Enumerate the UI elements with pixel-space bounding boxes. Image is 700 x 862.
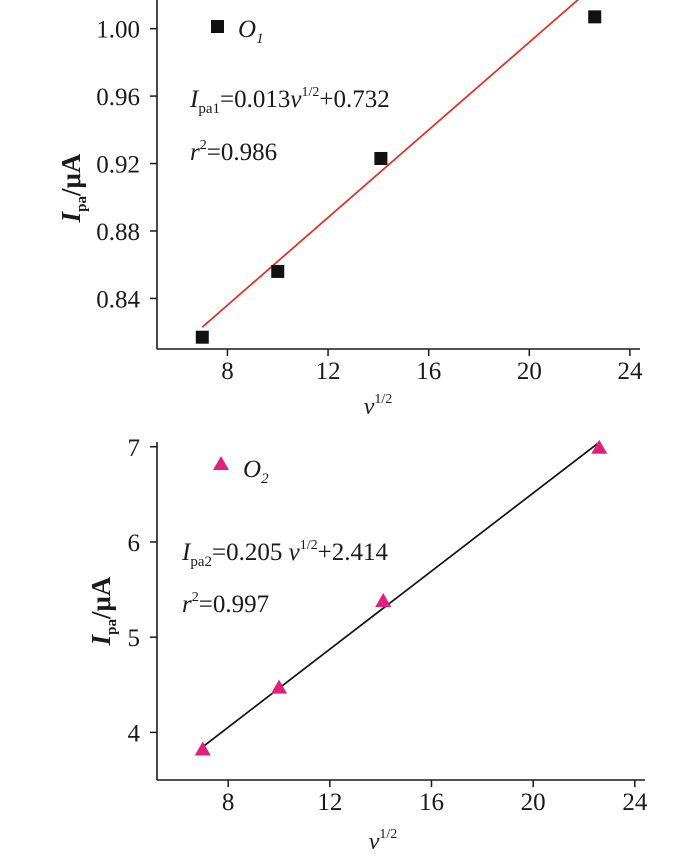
chart-1-fit-line bbox=[201, 0, 579, 328]
chart-1: 8 12 16 20 24 0.84 0.88 0.92 0.96 1.00 O1 Ipa1=0.… bbox=[56, 0, 643, 420]
chart-2-axes bbox=[156, 442, 645, 781]
chart-2-legend-label: O2 bbox=[243, 456, 269, 487]
chart-2-data-point bbox=[375, 593, 392, 608]
chart-2-fit-line bbox=[202, 441, 600, 748]
chart-2-y-tick-label: 4 bbox=[128, 720, 141, 747]
chart-2-equation: Ipa2=0.205 v1/2+2.414 bbox=[181, 538, 388, 570]
chart-1-legend-label: O1 bbox=[238, 16, 264, 47]
chart-2-legend: O2 bbox=[213, 456, 269, 487]
chart-1-legend: O1 bbox=[211, 16, 264, 47]
chart-1-y-tick-label: 0.88 bbox=[96, 219, 140, 246]
chart-1-y-tick-label: 0.96 bbox=[96, 84, 140, 111]
chart-1-data-point bbox=[588, 10, 602, 24]
chart-2-fit-segment bbox=[202, 441, 600, 748]
chart-1-y-tick-label: 0.92 bbox=[96, 152, 140, 179]
chart-2-x-tick-label: 20 bbox=[521, 789, 546, 816]
chart-1-points bbox=[195, 10, 602, 344]
chart-1-legend-marker bbox=[211, 20, 224, 33]
chart-2: 8 12 16 20 24 4 5 6 7 O2 Ipa2=0.205 v1/2+2.414 r… bbox=[86, 435, 648, 855]
chart-1-x-tick-label: 12 bbox=[316, 358, 341, 385]
chart-2-x-tick-label: 8 bbox=[222, 789, 235, 816]
chart-1-fit-segment bbox=[201, 0, 579, 328]
chart-2-data-point bbox=[271, 679, 287, 694]
chart-2-data-point bbox=[194, 741, 211, 756]
chart-2-r-squared: r2=0.997 bbox=[182, 590, 269, 618]
chart-2-x-tick-label: 16 bbox=[419, 789, 444, 816]
chart-2-y-tick-label: 7 bbox=[128, 435, 141, 462]
chart-2-x-tick-label: 12 bbox=[317, 789, 342, 816]
chart-1-x-tick-label: 20 bbox=[517, 358, 542, 385]
chart-1-data-point bbox=[195, 330, 209, 344]
chart-1-data-point bbox=[271, 264, 285, 278]
chart-2-points bbox=[194, 439, 608, 756]
chart-1-y-tick-label: 0.84 bbox=[96, 286, 140, 313]
chart-2-x-tick-label: 24 bbox=[622, 789, 648, 816]
chart-1-x-tick-label: 24 bbox=[617, 358, 643, 385]
chart-1-x-axis-label: v1/2 bbox=[364, 392, 393, 420]
chart-1-data-point bbox=[374, 151, 388, 165]
chart-2-y-axis-label: Ipa/μA bbox=[86, 576, 120, 646]
chart-1-ticks: 8 12 16 20 24 0.84 0.88 0.92 0.96 1.00 bbox=[96, 17, 643, 385]
chart-2-legend-marker bbox=[213, 456, 229, 470]
chart-1-x-tick-label: 16 bbox=[416, 358, 441, 385]
chart-1-equation: Ipa1=0.013v1/2+0.732 bbox=[189, 85, 390, 117]
chart-1-axes bbox=[156, 0, 640, 350]
chart-1-r-squared: r2=0.986 bbox=[190, 138, 277, 166]
chart-2-data-point bbox=[591, 439, 608, 454]
chart-2-y-tick-label: 5 bbox=[128, 625, 141, 652]
chart-2-y-tick-label: 6 bbox=[128, 530, 141, 557]
chart-1-y-tick-label: 1.00 bbox=[96, 17, 140, 44]
chart-2-x-axis-label: v1/2 bbox=[369, 827, 398, 855]
chart-1-x-tick-label: 8 bbox=[221, 358, 234, 385]
chart-2-ticks: 8 12 16 20 24 4 5 6 7 bbox=[128, 435, 648, 816]
chart-1-y-axis-label: Ipa/μA bbox=[56, 153, 90, 223]
